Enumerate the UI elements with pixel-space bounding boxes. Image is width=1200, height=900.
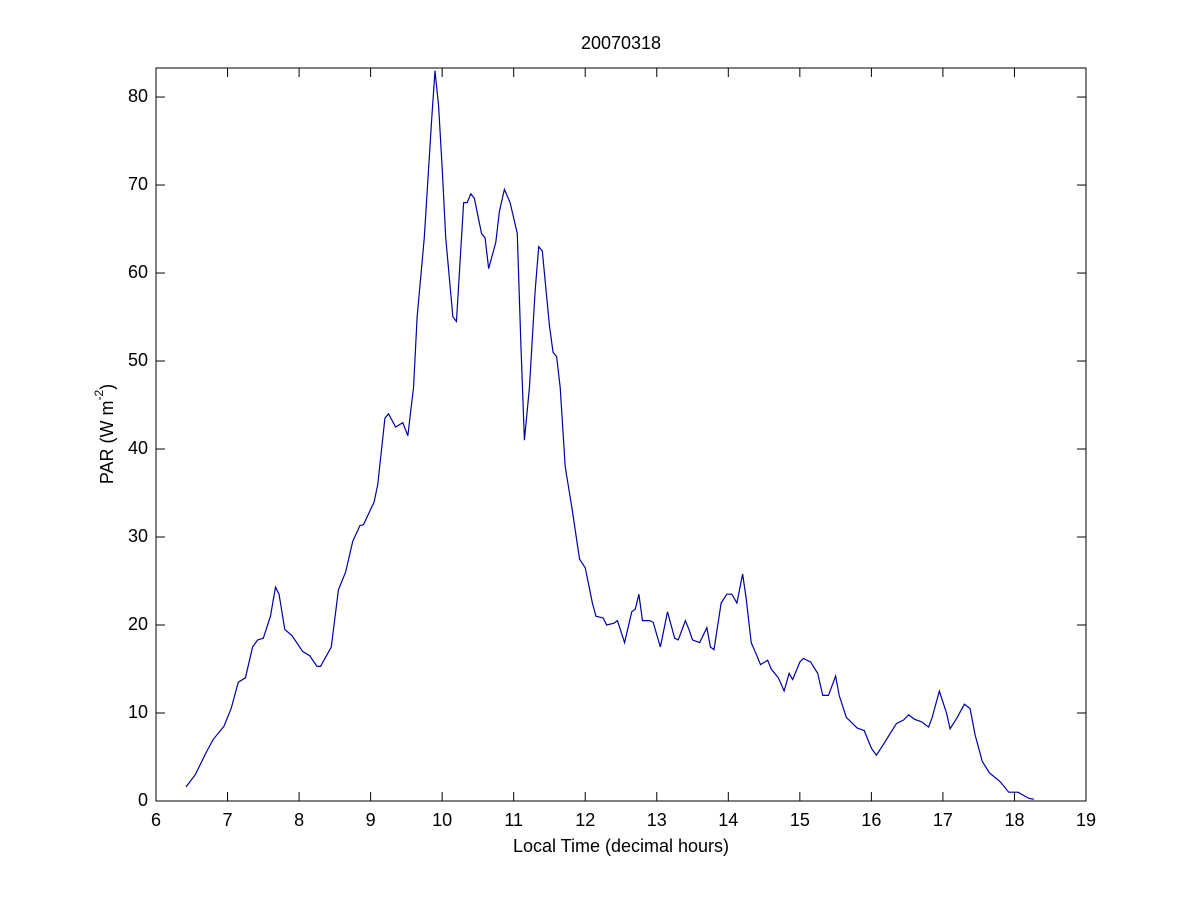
y-tick-label: 10 — [128, 702, 148, 722]
y-axis-label: PAR (W m-2) — [92, 384, 117, 484]
x-tick-label: 15 — [790, 810, 810, 830]
x-tick-label: 16 — [861, 810, 881, 830]
y-tick-label: 30 — [128, 526, 148, 546]
data-line — [185, 70, 1034, 800]
y-tick-label: 20 — [128, 614, 148, 634]
x-tick-label: 12 — [575, 810, 595, 830]
y-tick-label: 0 — [138, 790, 148, 810]
y-tick-label: 70 — [128, 174, 148, 194]
x-tick-label: 17 — [933, 810, 953, 830]
x-tick-label: 11 — [504, 810, 523, 830]
x-tick-label: 6 — [151, 810, 161, 830]
y-axis-label-text: PAR (W m — [97, 401, 117, 485]
y-tick-label: 80 — [128, 86, 148, 106]
x-tick-label: 14 — [718, 810, 738, 830]
plot-frame — [155, 67, 1087, 802]
x-tick-label: 19 — [1076, 810, 1096, 830]
x-tick-label: 7 — [223, 810, 233, 830]
x-tick-label: 10 — [432, 810, 452, 830]
x-tick-label: 18 — [1004, 810, 1024, 830]
chart-title: 20070318 — [581, 33, 661, 53]
x-tick-label: 9 — [366, 810, 376, 830]
y-axis-label-suffix: ) — [97, 384, 117, 390]
x-tick-label: 8 — [294, 810, 304, 830]
y-tick-label: 40 — [128, 438, 148, 458]
x-axis-label: Local Time (decimal hours) — [513, 836, 729, 856]
y-tick-label: 50 — [128, 350, 148, 370]
y-axis-label-superscript: -2 — [92, 390, 106, 401]
x-tick-label: 13 — [647, 810, 667, 830]
y-tick-label: 60 — [128, 262, 148, 282]
